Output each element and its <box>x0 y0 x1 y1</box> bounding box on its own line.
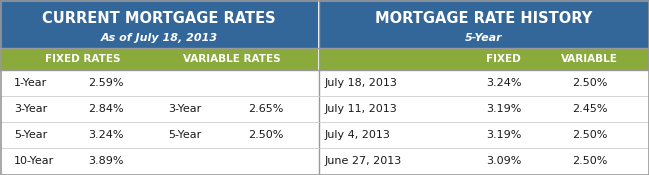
Text: 5-Year: 5-Year <box>14 130 47 140</box>
Bar <box>319 0 649 48</box>
Text: 5-Year: 5-Year <box>465 33 503 43</box>
Text: July 11, 2013: July 11, 2013 <box>325 104 398 114</box>
Text: CURRENT MORTGAGE RATES: CURRENT MORTGAGE RATES <box>42 11 276 26</box>
Bar <box>319 48 649 70</box>
Text: 3-Year: 3-Year <box>168 104 201 114</box>
Text: July 4, 2013: July 4, 2013 <box>325 130 391 140</box>
Text: 1-Year: 1-Year <box>14 78 47 88</box>
Text: June 27, 2013: June 27, 2013 <box>325 156 402 166</box>
Text: 3.19%: 3.19% <box>486 104 522 114</box>
Text: As of July 18, 2013: As of July 18, 2013 <box>101 33 217 43</box>
Text: 3.09%: 3.09% <box>486 156 522 166</box>
Text: 3-Year: 3-Year <box>14 104 47 114</box>
Bar <box>0 48 318 70</box>
Text: 2.59%: 2.59% <box>88 78 123 88</box>
Text: 2.45%: 2.45% <box>572 104 607 114</box>
Text: July 18, 2013: July 18, 2013 <box>325 78 398 88</box>
Text: 2.65%: 2.65% <box>248 104 284 114</box>
Text: 2.50%: 2.50% <box>572 130 607 140</box>
Text: 2.50%: 2.50% <box>248 130 284 140</box>
Text: 3.89%: 3.89% <box>88 156 123 166</box>
Text: MORTGAGE RATE HISTORY: MORTGAGE RATE HISTORY <box>375 11 593 26</box>
Text: 3.24%: 3.24% <box>88 130 123 140</box>
Text: VARIABLE RATES: VARIABLE RATES <box>183 54 281 64</box>
Text: FIXED: FIXED <box>486 54 521 64</box>
Text: 2.50%: 2.50% <box>572 78 607 88</box>
Text: 10-Year: 10-Year <box>14 156 55 166</box>
Text: VARIABLE: VARIABLE <box>561 54 618 64</box>
Text: 2.50%: 2.50% <box>572 156 607 166</box>
Text: 3.24%: 3.24% <box>486 78 522 88</box>
Bar <box>0 0 318 48</box>
Text: 5-Year: 5-Year <box>168 130 201 140</box>
Text: 2.84%: 2.84% <box>88 104 123 114</box>
Text: FIXED RATES: FIXED RATES <box>45 54 121 64</box>
Text: 3.19%: 3.19% <box>486 130 522 140</box>
